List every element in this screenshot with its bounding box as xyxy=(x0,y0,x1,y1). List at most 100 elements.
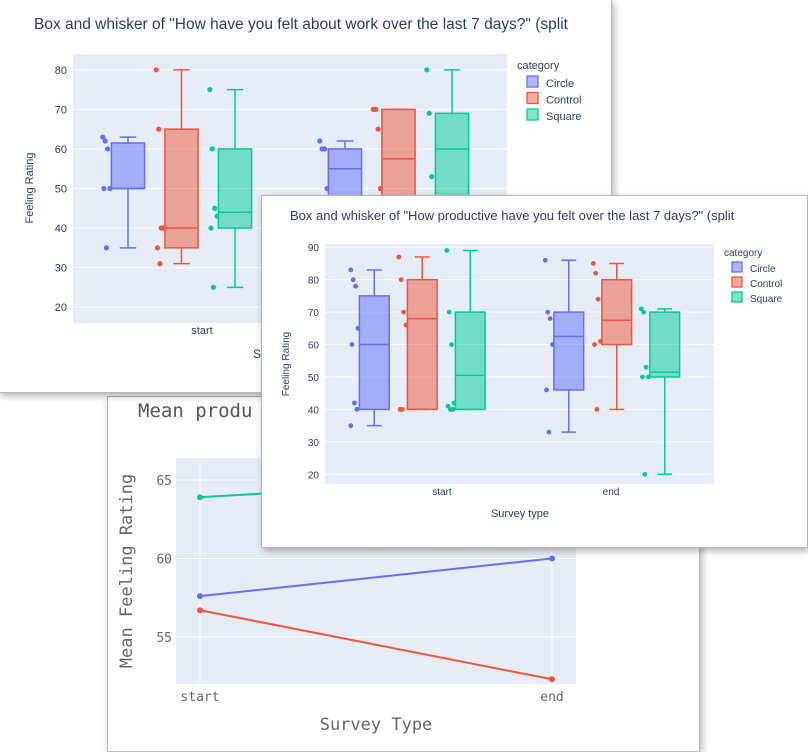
data-point xyxy=(375,126,381,132)
data-point xyxy=(643,364,649,370)
data-point xyxy=(156,126,162,132)
y-tick-label: 50 xyxy=(55,184,67,196)
box-body xyxy=(649,311,681,378)
data-point xyxy=(317,138,323,144)
data-point xyxy=(446,309,452,315)
data-point xyxy=(352,400,357,406)
data-point xyxy=(403,322,409,328)
x-axis-label-fragment: S xyxy=(253,347,261,361)
chart-title: Mean produ xyxy=(138,400,252,422)
box-body xyxy=(217,148,253,229)
data-point xyxy=(429,174,435,180)
data-point xyxy=(451,400,457,406)
x-tick-start: start xyxy=(191,325,212,337)
legend-swatch-circle xyxy=(731,261,743,273)
data-point xyxy=(207,87,213,93)
data-point xyxy=(208,225,214,231)
data-point xyxy=(348,423,354,429)
data-point xyxy=(373,106,379,112)
data-point xyxy=(590,261,596,266)
productive-box-chart: Box and whisker of "How productive have … xyxy=(281,208,783,520)
data-point xyxy=(377,185,384,192)
series-point-square xyxy=(197,494,203,501)
data-point xyxy=(641,309,647,315)
legend-label-square: Square xyxy=(546,111,581,123)
legend-label-control: Control xyxy=(546,95,581,107)
data-point xyxy=(646,374,651,380)
data-point xyxy=(210,284,217,290)
data-point xyxy=(321,146,328,152)
legend-label-circle: Circle xyxy=(546,78,574,90)
productive-box-chart-window: Box and whisker of "How productive have … xyxy=(261,195,808,548)
y-tick-label: 70 xyxy=(55,104,67,116)
box-body xyxy=(381,108,416,198)
legend-swatch-control xyxy=(526,91,539,105)
series-line-control xyxy=(199,609,553,681)
series-point-circle xyxy=(549,555,555,562)
x-axis-label: Survey type xyxy=(491,508,549,520)
data-point xyxy=(353,283,359,289)
data-point xyxy=(209,146,215,152)
series-point-control xyxy=(549,676,555,683)
data-point xyxy=(104,146,111,152)
y-tick-label: 40 xyxy=(55,223,67,235)
data-point xyxy=(348,267,354,273)
data-point xyxy=(354,407,360,412)
data-point xyxy=(212,205,218,211)
box-circle-end xyxy=(317,138,363,211)
box-body xyxy=(164,128,199,249)
data-point xyxy=(544,387,549,393)
box-control-start xyxy=(396,254,438,412)
data-point xyxy=(349,342,355,347)
data-point xyxy=(450,407,456,412)
data-point xyxy=(153,67,159,73)
box-square-end xyxy=(424,67,470,198)
data-point xyxy=(640,374,645,380)
legend-label-square: Square xyxy=(750,294,783,305)
y-tick-label: 90 xyxy=(308,243,320,254)
y-tick-label: 40 xyxy=(308,405,320,416)
box-body xyxy=(434,112,470,198)
y-tick-label: 60 xyxy=(55,144,67,156)
legend-swatch-circle xyxy=(526,75,539,88)
y-tick-label: 30 xyxy=(308,438,320,449)
y-tick-label: 20 xyxy=(308,470,320,481)
box-body xyxy=(327,148,363,202)
box-circle-end xyxy=(542,257,585,435)
data-point xyxy=(444,248,450,253)
legend-title: category xyxy=(517,60,560,72)
data-point xyxy=(350,277,356,283)
y-axis-label: Feeling Rating xyxy=(24,153,36,224)
series-point-control xyxy=(197,607,203,614)
data-point xyxy=(355,325,361,331)
y-tick-label: 50 xyxy=(308,373,320,384)
box-circle-start xyxy=(100,134,146,251)
data-point xyxy=(324,185,330,192)
legend: category Circle Control Square xyxy=(724,248,783,305)
data-point xyxy=(546,429,552,435)
data-point xyxy=(154,245,161,251)
y-tick-label: 80 xyxy=(308,276,320,287)
y-tick-label: 55 xyxy=(156,631,172,646)
data-point xyxy=(102,138,108,144)
data-point xyxy=(101,185,107,192)
data-point xyxy=(399,407,405,412)
data-point xyxy=(594,407,600,412)
box-body xyxy=(406,278,438,411)
data-point xyxy=(396,254,402,260)
legend-label-control: Control xyxy=(750,279,782,290)
box-control-start xyxy=(153,67,199,267)
data-point xyxy=(214,213,220,219)
box-square-end xyxy=(638,306,681,477)
data-point xyxy=(160,225,167,231)
legend-swatch-square xyxy=(731,291,743,303)
box-control-end xyxy=(590,261,633,412)
box-body xyxy=(454,311,486,411)
x-axis-label: Survey Type xyxy=(320,715,433,735)
legend-swatch-square xyxy=(526,108,539,121)
legend-swatch-control xyxy=(731,276,743,288)
data-point xyxy=(449,342,454,347)
data-point xyxy=(424,67,430,73)
x-tick-start: start xyxy=(432,487,452,498)
y-axis-label: Feeling Rating xyxy=(281,332,292,396)
